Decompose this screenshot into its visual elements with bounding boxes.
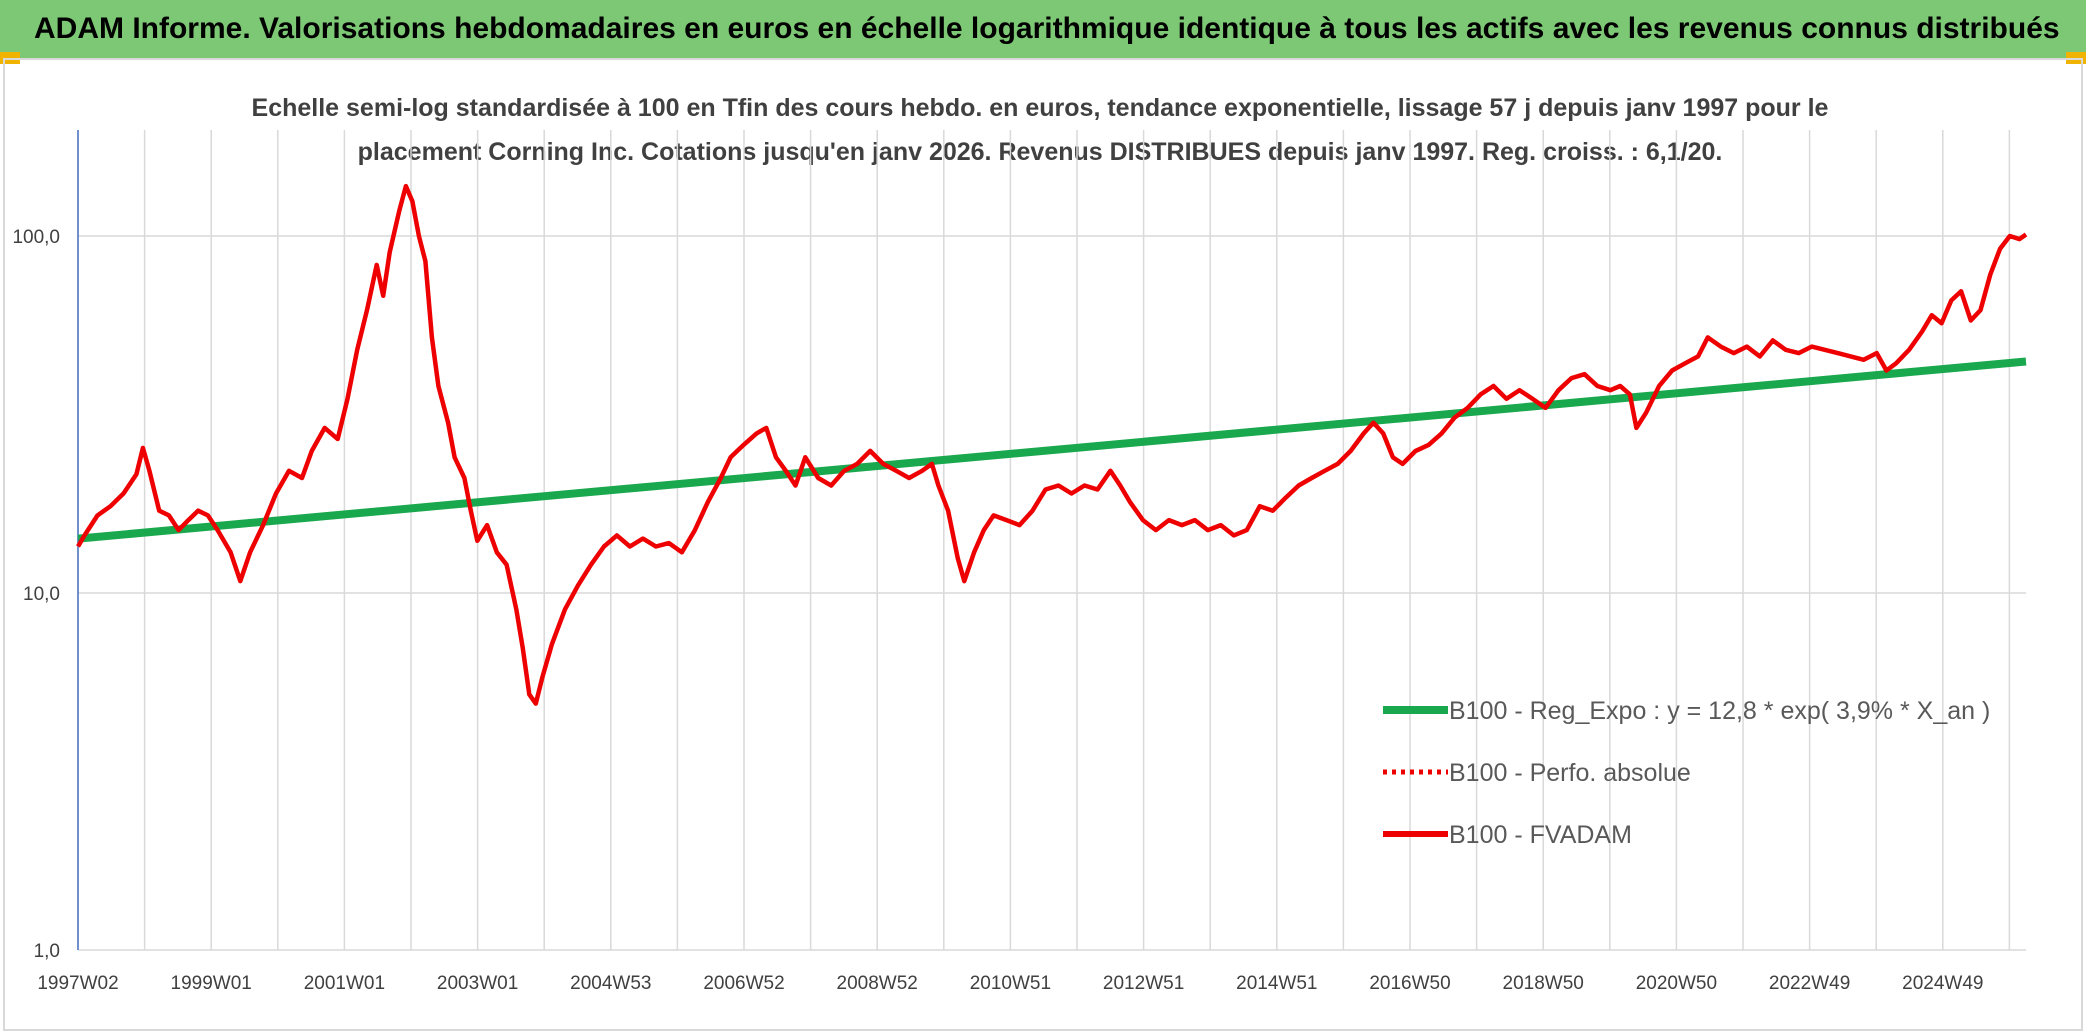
legend-label: B100 - Reg_Expo : y = 12,8 * exp( 3,9% *… xyxy=(1449,697,1990,725)
legend-label: B100 - Perfo. absolue xyxy=(1449,759,1691,787)
chart-title: Echelle semi-log standardisée à 100 en T… xyxy=(160,86,1920,174)
x-tick-label: 1999W01 xyxy=(171,973,252,994)
grid-lines xyxy=(77,130,2026,951)
chart-frame xyxy=(3,58,2083,1031)
x-tick-label: 2018W50 xyxy=(1503,973,1584,994)
x-tick-label: 2020W50 xyxy=(1636,973,1717,994)
y-tick-label: 100,0 xyxy=(12,227,60,248)
x-tick-label: 2024W49 xyxy=(1902,973,1983,994)
chart-title-line-2: placement Corning Inc. Cotations jusqu'e… xyxy=(357,138,1723,166)
x-tick-label: 2003W01 xyxy=(437,973,518,994)
series-fvadam-line xyxy=(76,183,2028,706)
x-tick-label: 2001W01 xyxy=(304,973,385,994)
chart-title-line-1: Echelle semi-log standardisée à 100 en T… xyxy=(251,94,1829,122)
series-reg-expo-line xyxy=(77,357,2027,543)
x-tick-label: 2014W51 xyxy=(1236,973,1317,994)
y-tick-label: 10,0 xyxy=(23,584,60,605)
x-tick-label: 2016W50 xyxy=(1369,973,1450,994)
x-tick-label: 2010W51 xyxy=(970,973,1051,994)
y-tick-label: 1,0 xyxy=(34,941,60,962)
axes: 1997W02 1999W01 2001W01 2003W01 2004W53 2006W… xyxy=(12,130,1983,994)
x-tick-label: 2012W51 xyxy=(1103,973,1184,994)
x-tick-label: 2022W49 xyxy=(1769,973,1850,994)
legend-label: B100 - FVADAM xyxy=(1449,821,1632,849)
x-tick-label: 2008W52 xyxy=(837,973,918,994)
legend: B100 - Reg_Expo : y = 12,8 * exp( 3,9% *… xyxy=(1383,697,1990,849)
x-tick-label: 1997W02 xyxy=(37,973,118,994)
x-tick-label: 2004W53 xyxy=(570,973,651,994)
report-banner-title: ADAM Informe. Valorisations hebdomadaire… xyxy=(0,0,2086,58)
series-layer xyxy=(76,183,2028,706)
x-tick-label: 2006W52 xyxy=(703,973,784,994)
